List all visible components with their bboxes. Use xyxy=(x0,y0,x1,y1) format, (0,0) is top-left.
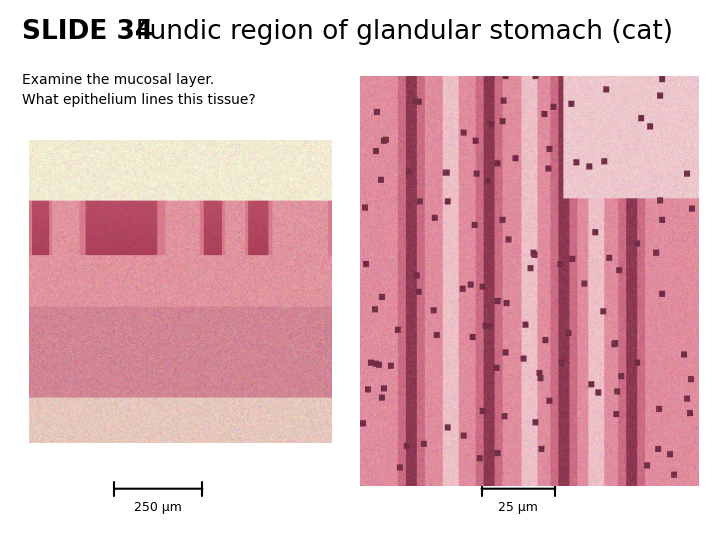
Text: 25 μm: 25 μm xyxy=(498,501,539,514)
Text: What epithelium lines this tissue?: What epithelium lines this tissue? xyxy=(22,93,255,107)
Text: 250 μm: 250 μm xyxy=(135,501,182,514)
Text: Examine the mucosal layer.: Examine the mucosal layer. xyxy=(22,73,214,87)
Text: Fundic region of glandular stomach (cat): Fundic region of glandular stomach (cat) xyxy=(119,19,672,45)
Text: SLIDE 34: SLIDE 34 xyxy=(22,19,153,45)
